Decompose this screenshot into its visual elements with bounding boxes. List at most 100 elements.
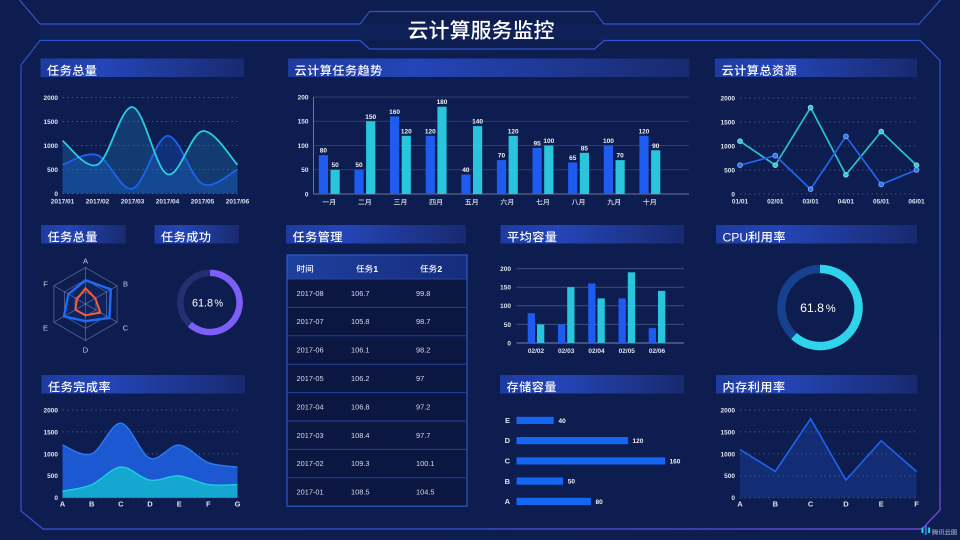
svg-text:F: F: [914, 500, 919, 509]
svg-text:40: 40: [559, 418, 567, 425]
svg-text:2000: 2000: [721, 407, 736, 414]
svg-text:2000: 2000: [44, 407, 59, 414]
svg-text:B: B: [505, 477, 511, 486]
svg-text:98.2: 98.2: [416, 346, 430, 355]
svg-text:D: D: [147, 500, 153, 509]
svg-text:A: A: [737, 500, 743, 509]
svg-text:G: G: [235, 500, 241, 509]
svg-text:1500: 1500: [721, 119, 736, 126]
svg-text:B: B: [773, 500, 779, 509]
svg-text:120: 120: [425, 128, 436, 135]
svg-text:03/01: 03/01: [802, 198, 819, 205]
svg-text:2017/01: 2017/01: [51, 198, 75, 205]
svg-text:97: 97: [416, 374, 424, 383]
svg-text:80: 80: [320, 148, 328, 155]
svg-text:200: 200: [298, 94, 309, 101]
svg-text:2000: 2000: [44, 95, 59, 102]
svg-text:02/04: 02/04: [588, 348, 605, 355]
svg-text:500: 500: [47, 473, 58, 480]
svg-text:50: 50: [301, 167, 309, 174]
svg-text:1: 1: [373, 264, 378, 274]
svg-text:04/01: 04/01: [838, 198, 855, 205]
svg-text:106.8: 106.8: [351, 402, 370, 411]
svg-text:0: 0: [731, 191, 735, 198]
svg-text:40: 40: [462, 167, 470, 174]
svg-text:D: D: [505, 436, 511, 445]
svg-text:70: 70: [498, 153, 506, 160]
svg-text:D: D: [843, 500, 849, 509]
svg-text:80: 80: [596, 499, 604, 506]
svg-text:0: 0: [507, 340, 511, 347]
svg-text:E: E: [879, 500, 884, 509]
svg-text:01/01: 01/01: [732, 198, 749, 205]
svg-text:1500: 1500: [721, 429, 736, 436]
svg-text:0: 0: [731, 495, 735, 502]
svg-text:B: B: [89, 500, 95, 509]
svg-text:90: 90: [652, 143, 660, 150]
svg-text:97.7: 97.7: [416, 431, 430, 440]
svg-text:2017-04: 2017-04: [297, 402, 324, 411]
svg-text:120: 120: [639, 128, 650, 135]
svg-text:140: 140: [472, 119, 483, 126]
svg-text:0: 0: [54, 191, 58, 198]
svg-text:150: 150: [298, 119, 309, 126]
svg-text:2017-07: 2017-07: [297, 317, 324, 326]
svg-text:2017-02: 2017-02: [297, 459, 324, 468]
svg-text:61.8: 61.8: [192, 298, 213, 310]
svg-text:97.2: 97.2: [416, 402, 430, 411]
svg-text:0: 0: [54, 495, 58, 502]
svg-text:C: C: [808, 500, 814, 509]
svg-text:50: 50: [568, 479, 576, 486]
svg-text:50: 50: [504, 322, 512, 329]
svg-text:100: 100: [603, 138, 614, 145]
svg-text:E: E: [505, 416, 510, 425]
svg-text:2017/02: 2017/02: [86, 198, 110, 205]
svg-text:F: F: [206, 500, 211, 509]
svg-text:1000: 1000: [44, 451, 59, 458]
svg-text:CPU: CPU: [723, 230, 749, 244]
svg-text:2017/06: 2017/06: [226, 198, 250, 205]
svg-text:0: 0: [305, 191, 309, 198]
svg-text:B: B: [123, 280, 128, 289]
svg-text:02/06: 02/06: [649, 348, 666, 355]
svg-text:106.2: 106.2: [351, 374, 370, 383]
svg-text:E: E: [43, 324, 48, 333]
svg-text:95: 95: [533, 140, 541, 147]
svg-text:120: 120: [508, 128, 519, 135]
svg-text:2017-03: 2017-03: [297, 431, 324, 440]
svg-text:2017-08: 2017-08: [297, 289, 324, 298]
svg-text:A: A: [83, 257, 88, 266]
svg-text:1000: 1000: [44, 143, 59, 150]
svg-text:160: 160: [670, 458, 681, 465]
svg-text:100: 100: [543, 138, 554, 145]
svg-text:1000: 1000: [721, 451, 736, 458]
svg-text:A: A: [505, 497, 511, 506]
svg-text:C: C: [505, 457, 511, 466]
svg-text:2017/04: 2017/04: [156, 198, 180, 205]
svg-text:02/05: 02/05: [619, 348, 636, 355]
svg-text:61.8: 61.8: [800, 301, 824, 315]
svg-text:108.4: 108.4: [351, 431, 370, 440]
svg-text:500: 500: [47, 167, 58, 174]
svg-text:106.7: 106.7: [351, 289, 370, 298]
svg-text:180: 180: [437, 99, 448, 106]
svg-text:100.1: 100.1: [416, 459, 435, 468]
svg-text:104.5: 104.5: [416, 488, 435, 497]
svg-text:C: C: [118, 500, 124, 509]
svg-text:E: E: [177, 500, 182, 509]
svg-text:2017-05: 2017-05: [297, 374, 324, 383]
svg-text:160: 160: [389, 109, 400, 116]
svg-text:1000: 1000: [721, 143, 736, 150]
svg-text:120: 120: [401, 128, 412, 135]
svg-text:02/03: 02/03: [558, 348, 575, 355]
svg-text:99.8: 99.8: [416, 289, 430, 298]
svg-text:108.5: 108.5: [351, 488, 370, 497]
svg-text:02/01: 02/01: [767, 198, 784, 205]
svg-text:106.1: 106.1: [351, 346, 370, 355]
svg-text:50: 50: [355, 162, 363, 169]
svg-text:2017/05: 2017/05: [191, 198, 215, 205]
svg-text:70: 70: [616, 153, 624, 160]
svg-text:1500: 1500: [44, 429, 59, 436]
svg-text:65: 65: [569, 155, 577, 162]
svg-text:A: A: [60, 500, 66, 509]
